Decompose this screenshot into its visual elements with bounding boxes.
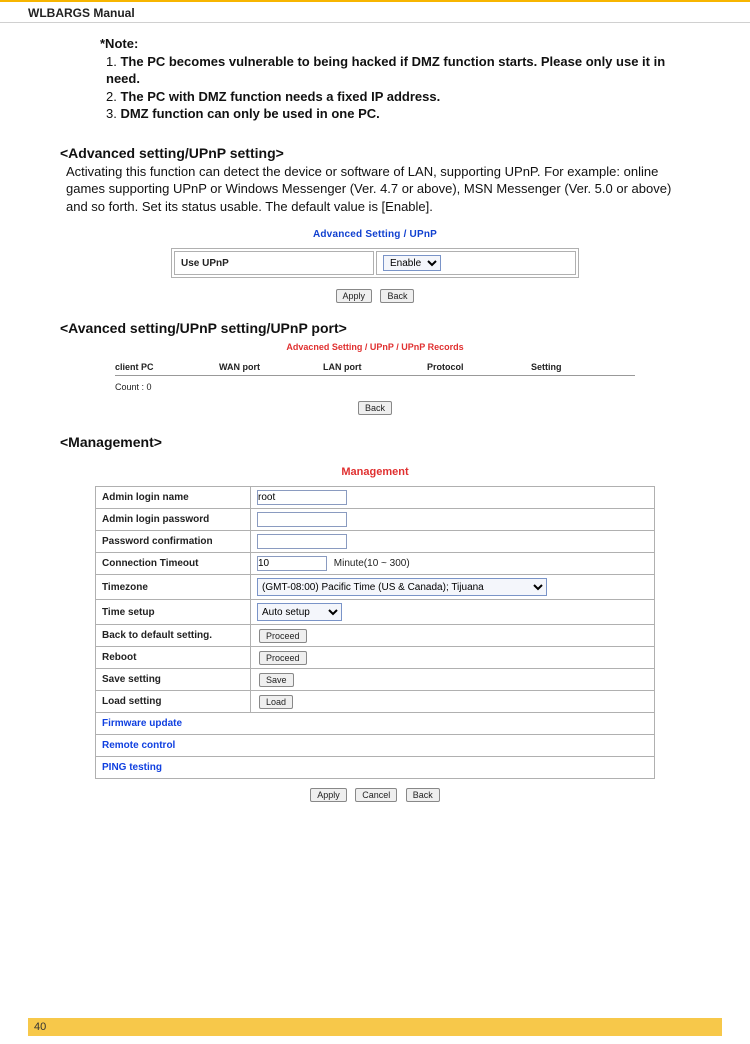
timeout-label: Connection Timeout: [96, 553, 251, 575]
time-setup-select[interactable]: Auto setup: [257, 603, 342, 621]
timezone-label: Timezone: [96, 575, 251, 600]
use-upnp-select[interactable]: Enable: [383, 255, 441, 271]
save-button[interactable]: Save: [259, 673, 294, 687]
pass-confirm-input[interactable]: [257, 534, 347, 549]
footer-bar: 40: [28, 1018, 722, 1036]
mgmt-apply-button[interactable]: Apply: [310, 788, 347, 802]
reboot-label: Reboot: [96, 647, 251, 669]
admin-pass-label: Admin login password: [96, 509, 251, 531]
firmware-update-link[interactable]: Firmware update: [96, 713, 655, 735]
management-panel-title: Management: [60, 466, 690, 478]
port-heading: <Avanced setting/UPnP setting/UPnP port>: [60, 320, 690, 336]
note-block: *Note: 1. The PC becomes vulnerable to b…: [100, 35, 690, 123]
admin-name-label: Admin login name: [96, 487, 251, 509]
default-label: Back to default setting.: [96, 625, 251, 647]
time-setup-label: Time setup: [96, 600, 251, 625]
records-title: Advacned Setting / UPnP / UPnP Records: [60, 342, 690, 352]
timeout-suffix: Minute(10 ~ 300): [334, 558, 410, 569]
manual-title: WLBARGS Manual: [28, 6, 135, 20]
mgmt-cancel-button[interactable]: Cancel: [355, 788, 397, 802]
timezone-select[interactable]: (GMT-08:00) Pacific Time (US & Canada); …: [257, 578, 547, 596]
upnp-panel-title: Advanced Setting / UPnP: [60, 229, 690, 240]
note-item-3: DMZ function can only be used in one PC.: [120, 106, 379, 121]
load-button[interactable]: Load: [259, 695, 293, 709]
management-table: Admin login name Admin login password Pa…: [95, 486, 655, 779]
apply-button[interactable]: Apply: [336, 289, 373, 303]
upnp-table: Use UPnP Enable: [171, 248, 579, 278]
records-header: client PC WAN port LAN port Protocol Set…: [115, 362, 635, 376]
page-header: WLBARGS Manual: [0, 2, 750, 23]
records-count: Count : 0: [115, 382, 635, 392]
timeout-input[interactable]: [257, 556, 327, 571]
note-label: *Note:: [100, 36, 138, 51]
save-setting-label: Save setting: [96, 669, 251, 691]
col-setting: Setting: [531, 362, 635, 372]
records-back-button[interactable]: Back: [358, 401, 392, 415]
admin-pass-input[interactable]: [257, 512, 347, 527]
default-proceed-button[interactable]: Proceed: [259, 629, 307, 643]
admin-name-input[interactable]: [257, 490, 347, 505]
col-wan: WAN port: [219, 362, 323, 372]
upnp-heading: <Advanced setting/UPnP setting>: [60, 145, 690, 161]
col-protocol: Protocol: [427, 362, 531, 372]
use-upnp-label: Use UPnP: [174, 251, 374, 275]
note-item-1: The PC becomes vulnerable to being hacke…: [106, 54, 665, 87]
col-client: client PC: [115, 362, 219, 372]
load-setting-label: Load setting: [96, 691, 251, 713]
management-heading: <Management>: [60, 434, 690, 450]
col-lan: LAN port: [323, 362, 427, 372]
note-item-2: The PC with DMZ function needs a fixed I…: [120, 89, 440, 104]
reboot-proceed-button[interactable]: Proceed: [259, 651, 307, 665]
upnp-paragraph: Activating this function can detect the …: [66, 163, 690, 216]
ping-testing-link[interactable]: PING testing: [96, 757, 655, 779]
remote-control-link[interactable]: Remote control: [96, 735, 655, 757]
page-number: 40: [34, 1021, 46, 1033]
mgmt-back-button[interactable]: Back: [406, 788, 440, 802]
pass-confirm-label: Password confirmation: [96, 531, 251, 553]
back-button[interactable]: Back: [380, 289, 414, 303]
